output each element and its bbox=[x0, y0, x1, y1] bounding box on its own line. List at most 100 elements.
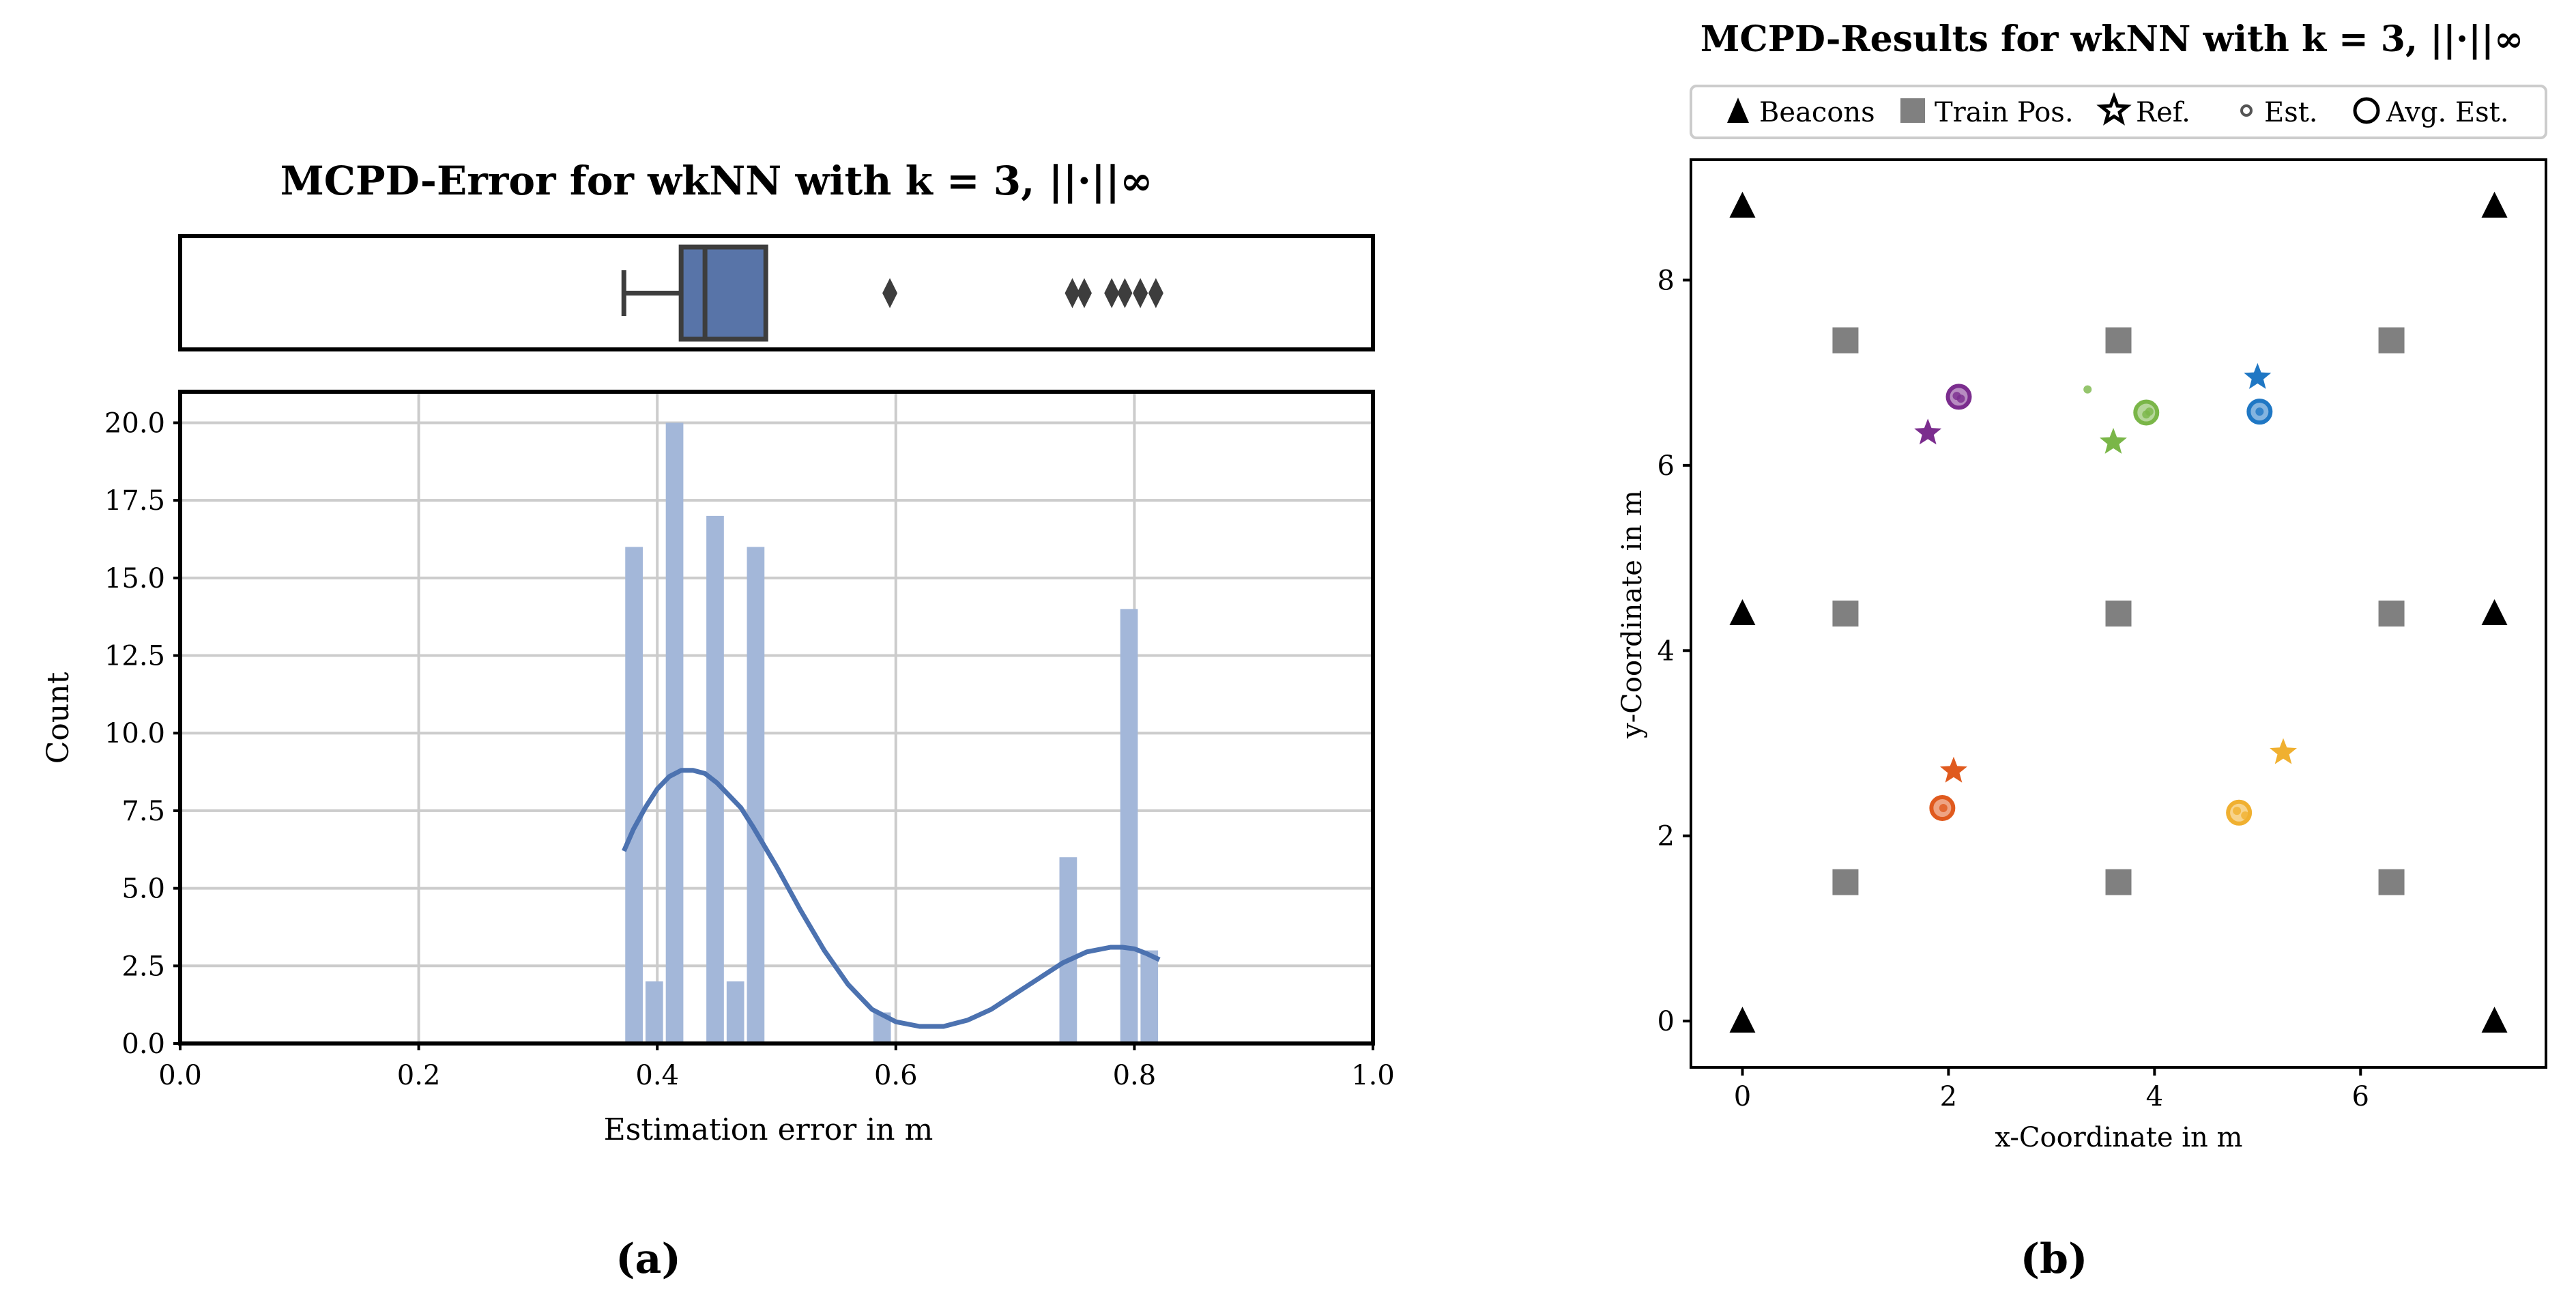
estimate-marker bbox=[2145, 407, 2154, 416]
histogram-bar bbox=[1140, 950, 1159, 1043]
beacon-marker bbox=[2481, 191, 2508, 218]
reference-marker bbox=[2244, 362, 2272, 389]
train-position-marker bbox=[1832, 601, 1859, 627]
beacon-marker bbox=[1729, 1007, 1756, 1033]
estimate-group bbox=[2226, 738, 2297, 826]
y-tick-label: 2 bbox=[1658, 821, 1675, 852]
panel-a-title: MCPD-Error for wkNN with k = 3, ||·||∞ bbox=[280, 158, 1153, 204]
histogram-background bbox=[180, 392, 1373, 1043]
beacon-marker bbox=[2481, 599, 2508, 625]
train-position-marker bbox=[2378, 601, 2405, 627]
scatter-x-ticks: 0 2 4 6 bbox=[1734, 1067, 2369, 1112]
boxplot bbox=[178, 234, 1375, 351]
beacon-marker bbox=[2481, 1007, 2508, 1033]
panel-b-title: MCPD-Results for wkNN with k = 3, ||·||∞ bbox=[1701, 18, 2523, 60]
y-tick-label: 17.5 bbox=[104, 485, 165, 517]
legend-label-ref: Ref. bbox=[2136, 97, 2190, 128]
panel-a-x-label: Estimation error in m bbox=[604, 1112, 934, 1147]
kde-curve bbox=[622, 768, 1161, 1029]
panel-b-y-label: y-Coordinate in m bbox=[1617, 490, 1648, 739]
est-legend-marker bbox=[2240, 104, 2253, 117]
panel-b-caption: (b) bbox=[2021, 1235, 2088, 1283]
y-tick-label: 20.0 bbox=[104, 407, 165, 439]
y-tick-label: 10.0 bbox=[104, 718, 165, 749]
boxplot-outlier bbox=[1148, 278, 1163, 308]
estimate-marker bbox=[2233, 807, 2242, 816]
histogram-bar bbox=[1059, 857, 1077, 1043]
x-tick-label: 0.8 bbox=[1113, 1060, 1157, 1091]
legend-label-avg-est: Avg. Est. bbox=[2386, 97, 2508, 128]
x-tick-label: 0.2 bbox=[397, 1060, 441, 1091]
panel-a: MCPD-Error for wkNN with k = 3, ||·||∞ 0… bbox=[41, 158, 1395, 1283]
reference-marker bbox=[1940, 756, 1967, 783]
x-tick-label: 0.0 bbox=[158, 1060, 202, 1091]
train-pos-legend-marker bbox=[1900, 98, 1925, 123]
train-position-marker bbox=[2105, 327, 2132, 354]
boxplot-outlier bbox=[1104, 278, 1120, 308]
histogram-bars bbox=[625, 422, 1159, 1043]
panel-b-x-label: x-Coordinate in m bbox=[1995, 1122, 2243, 1153]
x-tick-label: 0 bbox=[1734, 1081, 1751, 1112]
beacon-legend-marker bbox=[1727, 98, 1749, 123]
beacons bbox=[1729, 191, 2508, 1033]
histogram: 0.0 0.2 0.4 0.6 0.8 1.0 0.0 2.5 5.0 7.5 10.0 12.5 1… bbox=[104, 390, 1395, 1091]
scatter-y-ticks: 0 2 4 6 8 bbox=[1658, 265, 1691, 1037]
y-tick-label: 15.0 bbox=[104, 563, 165, 594]
train-positions bbox=[1832, 327, 2405, 895]
y-tick-label: 0.0 bbox=[121, 1028, 165, 1060]
histogram-bar bbox=[747, 547, 765, 1043]
estimate-marker bbox=[2083, 385, 2092, 394]
scatter-plot: 0 2 4 6 0 2 4 6 8 bbox=[1658, 158, 2547, 1112]
x-tick-label: 1.0 bbox=[1351, 1060, 1395, 1091]
beacon-marker bbox=[1729, 599, 1756, 625]
y-tick-label: 5.0 bbox=[121, 874, 165, 905]
estimate-group bbox=[2083, 385, 2160, 454]
train-position-marker bbox=[1832, 869, 1859, 895]
boxplot-outlier bbox=[1117, 278, 1133, 308]
y-tick-label: 2.5 bbox=[121, 951, 165, 982]
panel-a-y-label: Count bbox=[41, 672, 76, 764]
histogram-bar bbox=[726, 981, 744, 1043]
estimate-marker bbox=[1956, 394, 1965, 403]
train-position-marker bbox=[2105, 869, 2132, 895]
reference-marker bbox=[2100, 427, 2127, 454]
legend-label-beacons: Beacons bbox=[1759, 97, 1875, 128]
ref-legend-marker bbox=[2096, 91, 2132, 126]
estimate-group bbox=[1914, 384, 1972, 445]
x-tick-label: 2 bbox=[1940, 1081, 1957, 1112]
x-tick-label: 4 bbox=[2146, 1081, 2163, 1112]
panel-a-caption: (a) bbox=[616, 1235, 681, 1283]
panel-b: MCPD-Results for wkNN with k = 3, ||·||∞… bbox=[1617, 18, 2547, 1283]
y-tick-label: 0 bbox=[1658, 1006, 1675, 1037]
y-tick-label: 7.5 bbox=[121, 796, 165, 827]
histogram-x-ticks: 0.0 0.2 0.4 0.6 0.8 1.0 bbox=[158, 1043, 1395, 1091]
x-tick-label: 6 bbox=[2352, 1081, 2369, 1112]
estimate-groups bbox=[1914, 362, 2297, 826]
boxplot-outlier bbox=[882, 278, 898, 308]
beacon-marker bbox=[1729, 191, 1756, 218]
histogram-bar bbox=[665, 422, 684, 1043]
x-tick-label: 0.6 bbox=[874, 1060, 918, 1091]
train-position-marker bbox=[2105, 601, 2132, 627]
boxplot-outlier bbox=[1065, 278, 1080, 308]
train-position-marker bbox=[2378, 869, 2405, 895]
legend-label-train-pos: Train Pos. bbox=[1935, 97, 2074, 128]
histogram-y-ticks: 0.0 2.5 5.0 7.5 10.0 12.5 15.0 17.5 20.0 bbox=[104, 407, 180, 1060]
y-tick-label: 4 bbox=[1658, 635, 1675, 667]
boxplot-box bbox=[678, 244, 768, 342]
boxplot-outlier bbox=[1133, 278, 1148, 308]
estimate-group bbox=[1929, 756, 1967, 821]
y-tick-label: 6 bbox=[1658, 450, 1675, 482]
estimate-marker bbox=[2241, 811, 2250, 820]
boxplot-outlier bbox=[1076, 278, 1092, 308]
histogram-bar bbox=[1120, 609, 1138, 1043]
train-position-marker bbox=[2378, 327, 2405, 354]
estimate-marker bbox=[1939, 804, 1948, 812]
boxplot-frame bbox=[178, 234, 1375, 351]
x-tick-label: 0.4 bbox=[635, 1060, 679, 1091]
estimate-group bbox=[2244, 362, 2273, 425]
y-tick-label: 8 bbox=[1658, 265, 1675, 296]
y-tick-label: 12.5 bbox=[104, 641, 165, 672]
reference-marker bbox=[1914, 418, 1942, 445]
